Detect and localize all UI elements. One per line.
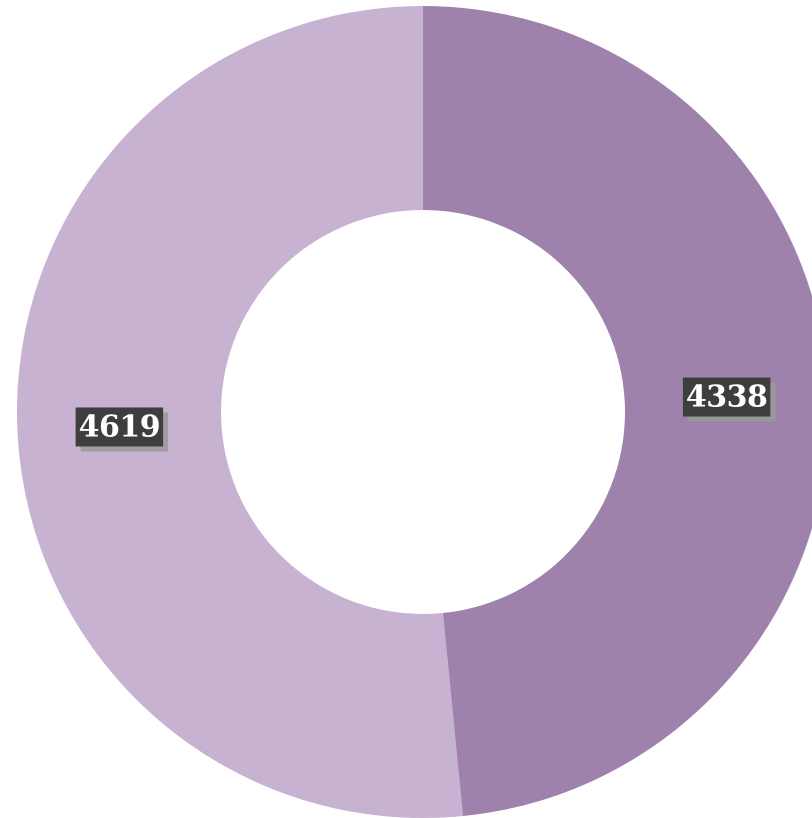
data-label-text: 4338 (686, 380, 768, 415)
data-label-box (682, 377, 771, 417)
donut-slice-4619 (17, 6, 463, 818)
data-labels: 4338 4619 (75, 377, 776, 452)
data-label-box (75, 407, 164, 447)
donut-slice-4338 (423, 6, 812, 817)
data-label-4338: 4338 (682, 377, 776, 422)
donut-slices (17, 6, 812, 818)
data-label-4619: 4619 (75, 407, 169, 452)
data-label-text: 4619 (79, 409, 161, 444)
